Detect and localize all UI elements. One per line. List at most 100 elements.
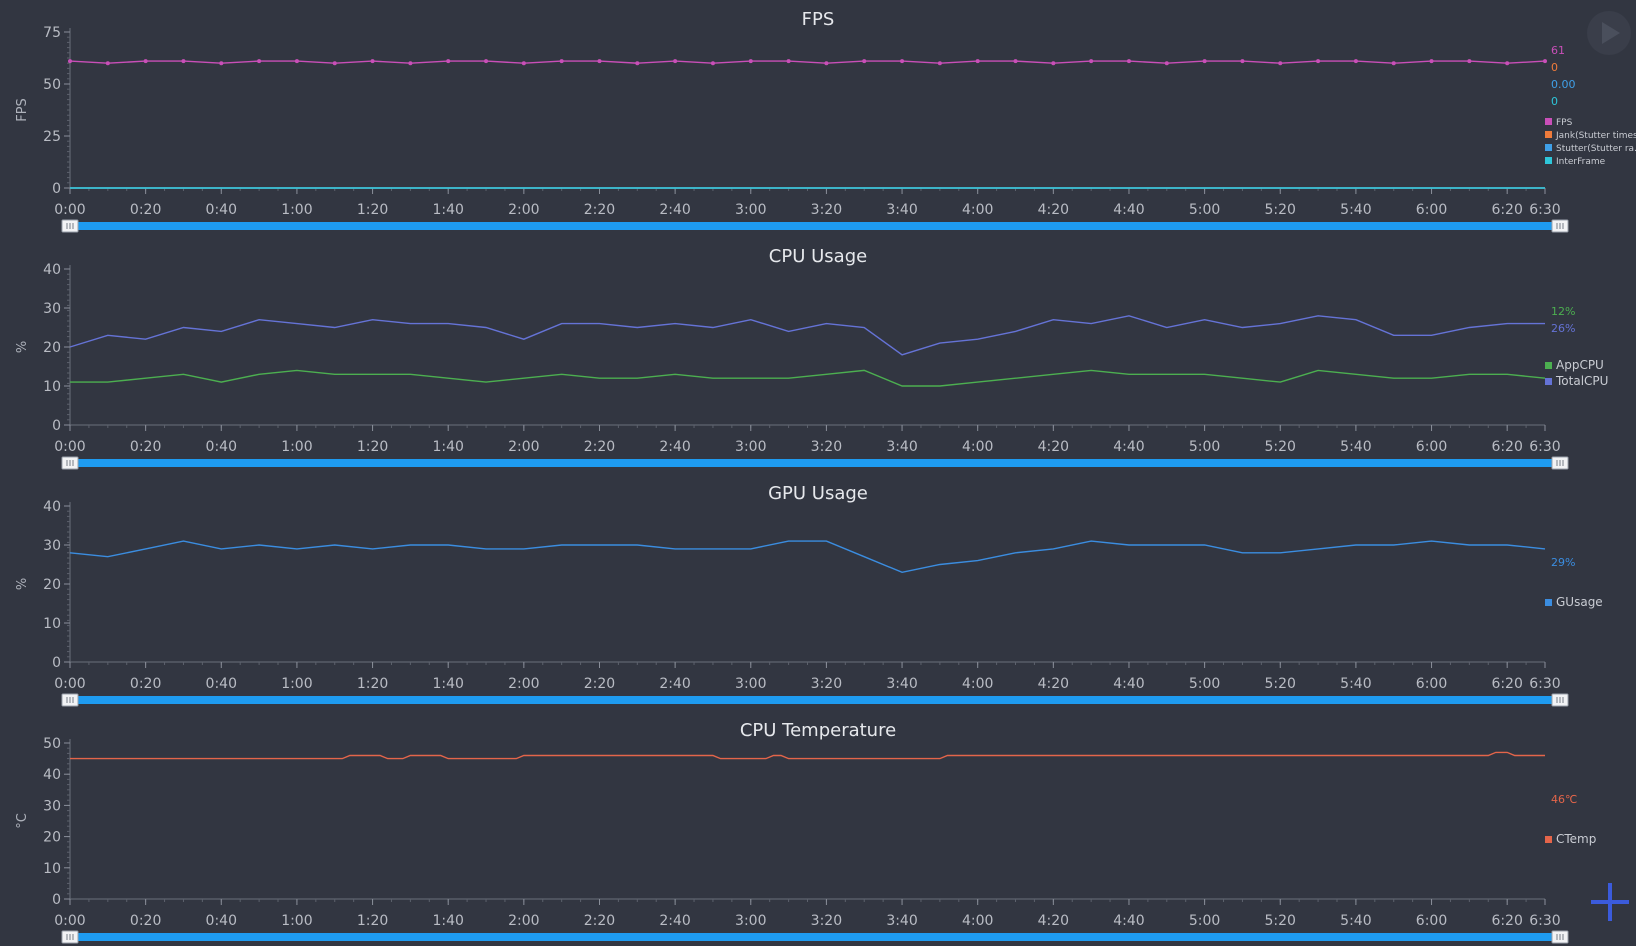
chart-panel: GPU Usage% 0 10 20 30 40 0:00 0:20 0:40 1:00 1:20 1… (15, 483, 1603, 707)
y-tick-label: 10 (43, 861, 61, 877)
y-tick-label: 50 (43, 736, 61, 752)
x-tick-label: 5:40 (1340, 676, 1371, 692)
x-tick-label: 0:20 (130, 676, 161, 692)
x-tick-label: 6:30 (1529, 202, 1560, 218)
x-tick-label: 5:00 (1189, 676, 1220, 692)
series-line (69, 540, 1546, 574)
data-point (219, 61, 224, 66)
y-tick-label: 0 (52, 892, 61, 908)
y-tick-label: 30 (43, 538, 61, 554)
x-tick-label: 2:00 (508, 439, 539, 455)
play-button[interactable] (1587, 11, 1631, 55)
data-point (1089, 59, 1094, 64)
x-tick-label: 4:40 (1113, 676, 1144, 692)
x-tick-label: 2:20 (584, 913, 615, 929)
zoom-handle-right[interactable] (1551, 930, 1569, 944)
data-point (597, 59, 602, 64)
data-point (786, 59, 791, 64)
x-tick-label: 1:00 (281, 676, 312, 692)
legend-swatch (1545, 118, 1552, 125)
zoom-handle-right[interactable] (1551, 219, 1569, 233)
legend-label: Stutter(Stutter ra... (1556, 144, 1636, 154)
x-tick-label: 0:00 (54, 439, 85, 455)
data-point (1505, 61, 1510, 66)
x-tick-label: 4:20 (1038, 913, 1069, 929)
x-tick-label: 4:40 (1113, 439, 1144, 455)
x-tick-label: 0:20 (130, 913, 161, 929)
y-tick-label: 40 (43, 767, 61, 783)
zoom-handle-left[interactable] (61, 693, 79, 707)
x-tick-label: 6:00 (1416, 676, 1447, 692)
data-point (1278, 61, 1283, 66)
data-point (559, 59, 564, 64)
x-tick-label: 0:40 (206, 439, 237, 455)
legend-swatch (1545, 144, 1552, 151)
x-tick-label: 3:00 (735, 913, 766, 929)
y-axis-label: FPS (15, 98, 30, 122)
series-line (70, 369, 1546, 387)
data-point (1467, 59, 1472, 64)
y-tick-label: 30 (43, 798, 61, 814)
x-tick-label: 0:20 (130, 202, 161, 218)
x-tick-label: 6:00 (1416, 202, 1447, 218)
x-tick-label: 6:20 (1491, 676, 1522, 692)
x-tick-label: 2:00 (508, 913, 539, 929)
x-tick-label: 5:00 (1189, 439, 1220, 455)
zoom-slider-track (70, 222, 1560, 230)
y-tick-label: 40 (43, 499, 61, 515)
x-tick-label: 2:40 (659, 913, 690, 929)
data-point (1391, 61, 1396, 66)
data-point (181, 59, 186, 64)
data-point (937, 61, 942, 66)
x-tick-label: 2:40 (659, 439, 690, 455)
legend-swatch (1545, 157, 1552, 164)
y-tick-label: 75 (43, 25, 61, 41)
x-tick-label: 2:00 (508, 202, 539, 218)
series-line (69, 60, 1546, 64)
zoom-handle-left[interactable] (61, 930, 79, 944)
data-point (748, 59, 753, 64)
x-tick-label: 4:00 (962, 913, 993, 929)
x-tick-label: 3:40 (886, 913, 917, 929)
x-tick-label: 5:20 (1265, 913, 1296, 929)
x-tick-label: 6:30 (1529, 913, 1560, 929)
zoom-handle-right[interactable] (1551, 456, 1569, 470)
zoom-handle-left[interactable] (61, 219, 79, 233)
current-value: 0 (1551, 61, 1558, 74)
series-line (69, 315, 1545, 356)
y-tick-label: 0 (52, 418, 61, 434)
x-tick-label: 0:40 (206, 202, 237, 218)
current-value: 12% (1551, 305, 1575, 318)
x-tick-label: 3:00 (735, 439, 766, 455)
x-tick-label: 6:30 (1529, 676, 1560, 692)
legend-label: TotalCPU (1555, 374, 1608, 388)
x-tick-label: 1:40 (432, 676, 463, 692)
x-tick-label: 1:00 (281, 439, 312, 455)
play-icon (1602, 22, 1620, 44)
y-tick-label: 25 (43, 129, 61, 145)
y-tick-label: 0 (52, 655, 61, 671)
x-tick-label: 3:00 (735, 202, 766, 218)
y-tick-label: 10 (43, 616, 61, 632)
chart-panel: FPS FPS 0 25 50 75 0:00 0:20 0:40 1:00 1:20 1:40 2:0… (15, 9, 1636, 233)
data-point (370, 59, 375, 64)
x-tick-label: 0:00 (54, 202, 85, 218)
y-tick-label: 20 (43, 830, 61, 846)
x-tick-label: 5:40 (1340, 439, 1371, 455)
x-tick-label: 0:40 (206, 676, 237, 692)
add-button[interactable] (1588, 880, 1632, 924)
zoom-handle-right[interactable] (1551, 693, 1569, 707)
x-tick-label: 3:20 (811, 913, 842, 929)
x-tick-label: 3:00 (735, 676, 766, 692)
y-tick-label: 10 (43, 379, 61, 395)
x-tick-label: 3:20 (811, 202, 842, 218)
x-tick-label: 5:20 (1265, 676, 1296, 692)
x-tick-label: 2:40 (659, 202, 690, 218)
x-tick-label: 4:00 (962, 202, 993, 218)
y-tick-label: 0 (52, 181, 61, 197)
data-point (1429, 59, 1434, 64)
chart-title: FPS (802, 9, 835, 30)
zoom-handle-left[interactable] (61, 456, 79, 470)
plus-icon (1591, 883, 1629, 921)
